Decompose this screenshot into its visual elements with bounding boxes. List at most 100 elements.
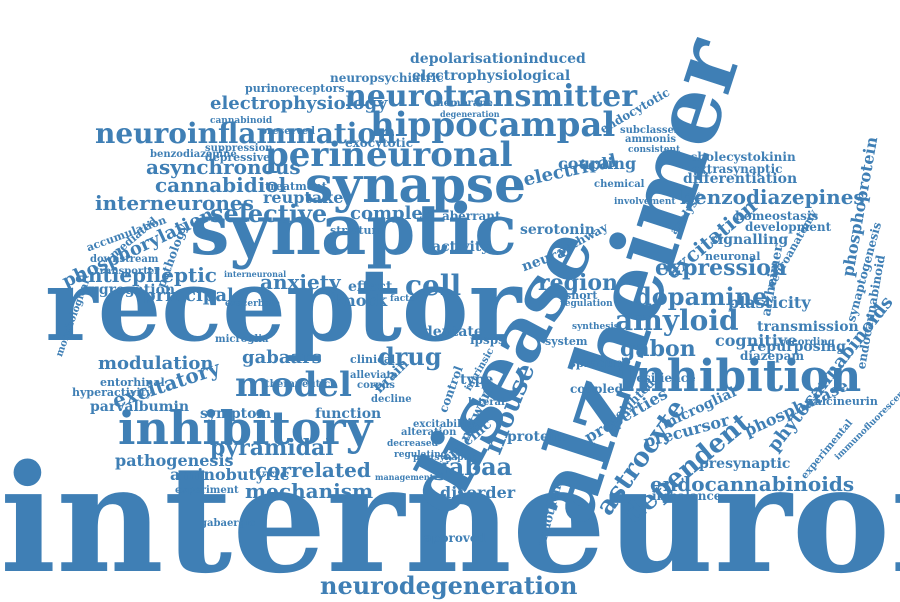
word-activity: activity bbox=[432, 239, 490, 255]
word-synaptic: synaptic bbox=[190, 188, 517, 271]
word-electrophysiology: electrophysiology bbox=[210, 93, 388, 114]
word-reuptake: reuptake bbox=[263, 188, 344, 207]
word-cell: cell bbox=[405, 269, 462, 302]
word-parvalbumin: parvalbumin bbox=[90, 399, 190, 415]
word-gabaergic: gabaergic bbox=[200, 518, 256, 529]
word-gabaa: gabaa bbox=[432, 452, 513, 481]
word-alleviate: alleviate bbox=[350, 370, 398, 381]
word-consistent: consistent bbox=[628, 145, 681, 155]
word-antiepileptic: antiepileptic bbox=[75, 263, 217, 287]
word-aminobutyric: aminobutyric bbox=[170, 465, 290, 484]
word-neuroinflammation: neuroinflammation bbox=[95, 117, 397, 150]
word-principal: principal bbox=[143, 285, 234, 306]
word-imbalance: imbalance bbox=[652, 489, 722, 503]
word-repurposing: repurposing bbox=[750, 339, 846, 355]
word-disorder: disorder bbox=[440, 483, 516, 502]
word-differentiation: differentiation bbox=[683, 171, 798, 187]
word-clinical: clinical bbox=[350, 353, 396, 366]
word-dentate: dentate bbox=[423, 324, 483, 340]
word-interneurones: interneurones bbox=[95, 191, 254, 215]
word-synthesis: synthesis bbox=[572, 322, 619, 332]
word-decreased: decreased bbox=[387, 439, 438, 449]
word-development: development bbox=[745, 220, 832, 234]
word-depolarisationinduced: depolarisationinduced bbox=[410, 51, 586, 67]
word-homeostasis: homeostasis bbox=[735, 209, 819, 223]
word-aggregation: aggregation bbox=[80, 282, 176, 298]
word-subclasses: subclasses bbox=[620, 125, 680, 136]
word-pyramidal: pyramidal bbox=[210, 435, 334, 461]
word-approved: approved bbox=[424, 531, 486, 545]
word-modulation: modulation bbox=[98, 353, 214, 374]
word-selective: selective bbox=[210, 199, 328, 228]
word-suppression: suppression bbox=[205, 143, 273, 154]
word-lateral: lateral bbox=[468, 397, 505, 408]
word-ammonis: ammonis bbox=[625, 134, 677, 145]
word-entorhinal: entorhinal bbox=[100, 376, 165, 389]
word-hyperactivity: hyperactivity bbox=[72, 386, 153, 399]
word-region: region bbox=[538, 270, 618, 296]
word-plasticity: plasticity bbox=[728, 293, 811, 312]
word-system: system bbox=[545, 335, 588, 348]
word-depressive: depressive bbox=[205, 151, 271, 164]
word-inhibition: inhibition bbox=[618, 351, 862, 402]
word-sprague: sprague bbox=[569, 356, 623, 370]
word-neurotransmitter: neurotransmitter bbox=[345, 79, 638, 114]
word-short: short bbox=[565, 289, 598, 302]
word-symptom: symptom bbox=[200, 406, 272, 422]
word-function: function bbox=[315, 406, 382, 422]
word-benzodiazepine: benzodiazepine bbox=[150, 149, 237, 160]
word-neuronal: neuronal bbox=[705, 250, 761, 263]
word-ipsps: ipsps bbox=[470, 333, 505, 347]
word-aberrant: aberrant bbox=[442, 209, 501, 223]
word-excitability: excitability bbox=[413, 419, 476, 430]
word-corpus: corpus bbox=[357, 380, 395, 391]
word-diazepam: diazepam bbox=[740, 349, 805, 363]
word-complex: complex bbox=[350, 203, 434, 224]
word-postsynaptic: postsynaptic bbox=[413, 453, 477, 463]
word-regulating: regulating bbox=[394, 450, 447, 460]
word-decline: decline bbox=[371, 394, 412, 405]
word-protein: protein bbox=[507, 429, 565, 445]
word-degeneration: degeneration bbox=[440, 109, 500, 119]
word-presynaptic: presynaptic bbox=[699, 456, 791, 472]
word-model: model bbox=[235, 365, 352, 405]
word-transmission: transmission bbox=[757, 319, 859, 335]
word-experiment: experiment bbox=[175, 485, 239, 496]
word-neurodegeneration: neurodegeneration bbox=[320, 571, 578, 600]
word-interneuron: interneuron bbox=[0, 432, 900, 602]
word-chemical: chemical bbox=[594, 179, 645, 190]
word-type: type bbox=[460, 372, 494, 388]
word-microglia: microglia bbox=[215, 334, 269, 345]
word-interneuronal: interneuronal bbox=[224, 269, 287, 279]
word-coupling: coupling bbox=[558, 154, 637, 173]
word-inhibitory: inhibitory bbox=[118, 401, 373, 455]
word-cannabinoid: cannabinoid bbox=[210, 116, 273, 126]
word-recording: recording bbox=[780, 337, 835, 348]
word-exacerbate: exacerbate bbox=[225, 299, 280, 309]
word-benzodiazepines: benzodiazepines bbox=[680, 185, 865, 209]
word-coupled: coupled bbox=[570, 382, 624, 396]
word-receptor: receptor bbox=[45, 246, 522, 364]
word-dopamine: dopamine bbox=[635, 282, 768, 311]
word-resilience: resilience bbox=[630, 371, 696, 385]
word-preserved: preserved bbox=[260, 126, 316, 137]
word-serotonin: serotonin bbox=[520, 222, 595, 238]
word-involvement: involvement bbox=[614, 197, 676, 207]
word-exocytotic: exocytotic bbox=[345, 136, 414, 150]
word-cannabidiol: cannabidiol bbox=[155, 173, 287, 197]
word-effect: effect bbox=[348, 279, 393, 295]
word-signalling: signalling bbox=[710, 232, 789, 248]
word-amyloid: amyloid bbox=[615, 304, 739, 337]
word-anxiety: anxiety bbox=[260, 270, 341, 294]
word-perineuronal: perineuronal bbox=[265, 135, 513, 175]
word-cholecystokinin: cholecystokinin bbox=[690, 150, 796, 164]
word-striatum: striatum bbox=[330, 224, 384, 237]
word-gabon: gabon bbox=[620, 336, 696, 362]
word-drug: drug bbox=[378, 342, 442, 371]
word-neuropsychiatric: neuropsychiatric bbox=[330, 71, 444, 85]
word-hippocampal: hippocampal bbox=[370, 105, 616, 145]
word-gabaars: gabaars bbox=[242, 347, 322, 368]
word-purinoreceptors: purinoreceptors bbox=[245, 82, 345, 95]
word-knock: knock bbox=[333, 291, 388, 310]
word-pathogenesis: pathogenesis bbox=[115, 451, 234, 470]
